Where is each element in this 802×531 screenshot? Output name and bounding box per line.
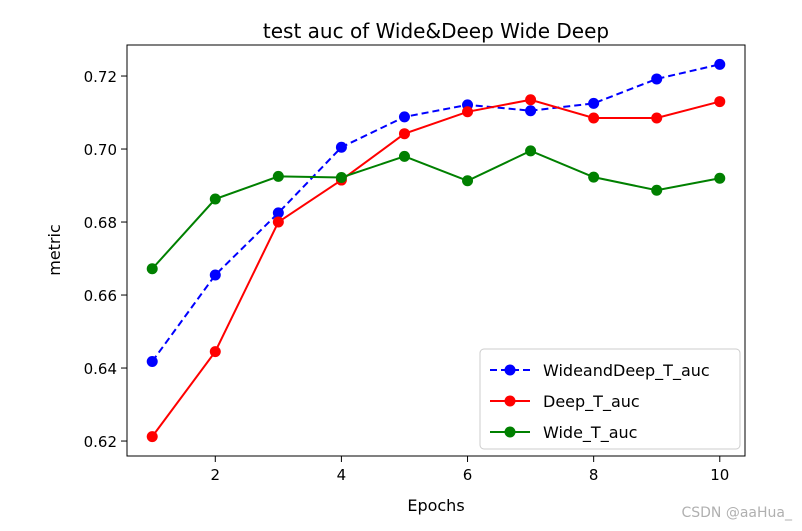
data-point [209, 193, 221, 205]
data-point [588, 112, 600, 124]
x-tick-label: 10 [710, 466, 729, 484]
watermark-text: CSDN @aaHua_ [681, 505, 792, 521]
series-line-deep-t-auc [151, 98, 721, 438]
data-point [525, 145, 537, 157]
data-point [525, 94, 537, 106]
data-point [525, 105, 537, 117]
data-point [272, 216, 284, 228]
data-point [588, 97, 600, 109]
y-tick-label: 0.68 [84, 214, 117, 232]
data-point [209, 269, 221, 281]
legend-marker [504, 426, 516, 438]
data-point [146, 263, 158, 275]
legend-label: WideandDeep_T_auc [543, 361, 710, 381]
data-point [335, 171, 347, 183]
plot-frame [126, 44, 746, 457]
data-point [146, 355, 158, 367]
x-axis-label: Epochs [407, 496, 464, 515]
data-point [714, 96, 726, 108]
y-tick-label: 0.64 [84, 360, 117, 378]
series-line-wideanddeep-t-auc [151, 63, 721, 363]
data-point [398, 150, 410, 162]
legend-label: Deep_T_auc [543, 392, 640, 412]
data-point [272, 170, 284, 182]
data-point [272, 207, 284, 219]
legend-marker [504, 395, 516, 407]
legend-label: Wide_T_auc [543, 423, 637, 443]
data-point [335, 141, 347, 153]
y-tick-label: 0.62 [84, 433, 117, 451]
chart-title: test auc of Wide&Deep Wide Deep [263, 19, 609, 43]
x-axis-ticks: 2 4 6 8 10 [211, 456, 729, 484]
series-layer [146, 58, 726, 443]
y-tick-label: 0.66 [84, 287, 117, 305]
data-point [398, 128, 410, 140]
y-axis-ticks: 0.62 0.64 0.66 0.68 0.70 0.72 [84, 68, 127, 451]
x-tick-label: 2 [211, 466, 221, 484]
data-point [651, 112, 663, 124]
data-point [714, 172, 726, 184]
x-tick-label: 8 [589, 466, 599, 484]
data-point [398, 111, 410, 123]
data-point [462, 175, 474, 187]
y-tick-label: 0.72 [84, 68, 117, 86]
data-point [588, 171, 600, 183]
x-tick-label: 6 [463, 466, 473, 484]
data-point [714, 58, 726, 70]
data-point [146, 431, 158, 443]
y-axis-label: metric [45, 224, 64, 276]
x-tick-label: 4 [337, 466, 347, 484]
series-line-wide-t-auc [151, 149, 720, 270]
y-tick-label: 0.70 [84, 141, 117, 159]
data-point [651, 73, 663, 85]
data-point [462, 106, 474, 118]
legend-box [479, 348, 741, 450]
legend: WideandDeep_T_auc Deep_T_auc Wide_T_auc [479, 348, 741, 450]
data-point [209, 346, 221, 358]
legend-marker [504, 364, 516, 376]
data-point [651, 184, 663, 196]
